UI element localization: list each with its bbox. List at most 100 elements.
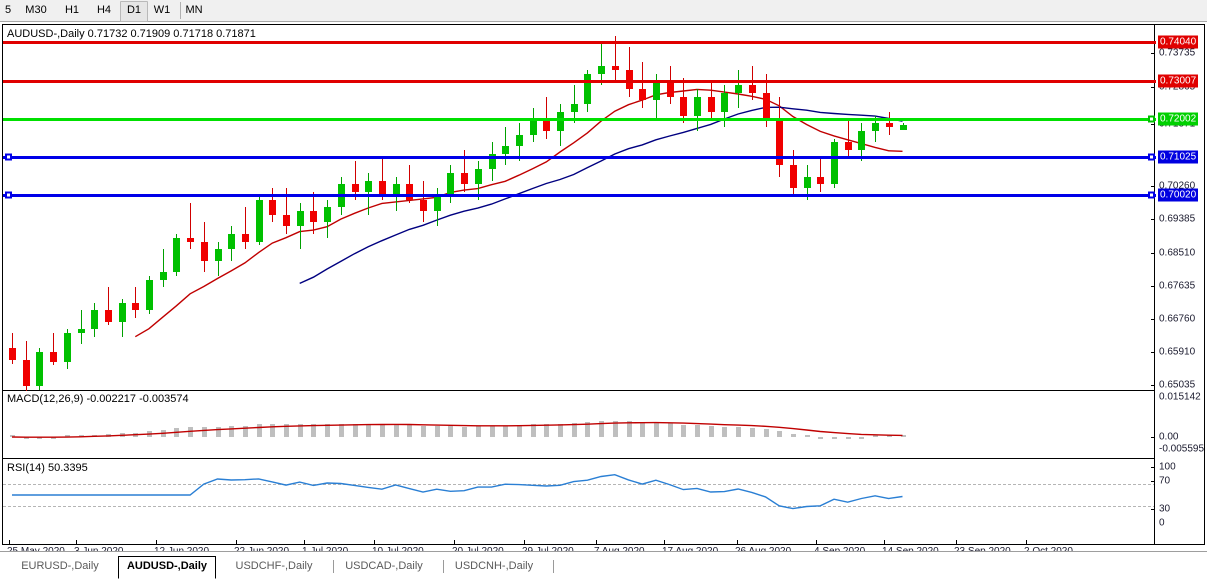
symbol-tab-usdchf[interactable]: USDCHF-,Daily [235, 560, 313, 572]
date-tick-mark [737, 540, 738, 545]
timeframe-button-5[interactable]: 5 [4, 4, 12, 16]
candle-body [735, 85, 743, 93]
date-tick-mark [9, 540, 10, 545]
candle-body [817, 176, 825, 185]
price-tick-mark [1151, 319, 1155, 321]
macd-bar [612, 421, 618, 437]
candle-body [50, 352, 58, 362]
tab-separator [333, 560, 334, 573]
price-level-badge-0.73007[interactable]: 0.73007 [1158, 74, 1199, 88]
macd-bar [790, 433, 796, 437]
date-tick-mark [524, 540, 525, 545]
timeframe-button-h4[interactable]: H4 [96, 4, 112, 16]
candle-body [63, 333, 71, 362]
macd-bar [311, 424, 317, 437]
timeframe-button-mn[interactable]: MN [185, 4, 203, 16]
date-tick-mark [884, 540, 885, 545]
horizontal-level-line-0.71025[interactable] [3, 155, 1156, 159]
rsi-tick-label: 100 [1159, 461, 1176, 473]
macd-bar [708, 426, 714, 437]
macd-bar [818, 437, 824, 439]
price-tick-mark [1151, 219, 1155, 221]
horizontal-level-line-0.74040[interactable] [3, 40, 1156, 44]
candle-body [91, 310, 99, 330]
rsi-panel[interactable]: RSI(14) 50.3395 [3, 460, 1156, 544]
candle-body [132, 302, 140, 311]
level-drag-handle[interactable] [5, 191, 12, 199]
candle-wick [81, 310, 82, 345]
candle-body [392, 184, 400, 196]
price-level-badge-0.70020[interactable]: 0.70020 [1158, 188, 1199, 202]
price-panel[interactable]: AUDUSD-,Daily 0.71732 0.71909 0.71718 0.… [3, 25, 1156, 395]
symbol-tab-usdcnh[interactable]: USDCNH-,Daily [454, 560, 534, 572]
macd-bar [571, 423, 577, 437]
price-panel-label: AUDUSD-,Daily 0.71732 0.71909 0.71718 0.… [7, 28, 256, 40]
macd-bar [242, 425, 248, 437]
price-level-badge-0.71025[interactable]: 0.71025 [1158, 150, 1199, 164]
candle-body [652, 81, 660, 101]
date-tick-mark [454, 540, 455, 545]
timeframe-button-m30[interactable]: M30 [25, 4, 47, 16]
rsi-tick-label: 30 [1159, 503, 1171, 515]
timeframe-button-d1[interactable]: D1 [120, 1, 148, 22]
chart-area[interactable]: AUDUSD-,Daily 0.71732 0.71909 0.71718 0.… [2, 24, 1205, 545]
candle-body [365, 180, 373, 192]
price-tick-mark [1151, 285, 1155, 287]
macd-bar [393, 424, 399, 437]
candle-body [255, 199, 263, 242]
candle-body [543, 119, 551, 131]
symbol-tab-eurusd[interactable]: EURUSD-,Daily [21, 560, 99, 572]
candle-body [406, 184, 414, 200]
macd-signal-path [11, 421, 903, 438]
macd-bar [503, 425, 509, 437]
candle-body [515, 134, 523, 147]
horizontal-level-line-0.72002[interactable] [3, 118, 1156, 122]
price-level-badge-0.72002[interactable]: 0.72002 [1158, 112, 1199, 126]
level-drag-handle[interactable] [5, 153, 12, 161]
macd-tick-label: 0.015142 [1159, 391, 1201, 403]
candle-wick [300, 203, 301, 250]
toolbar-separator [180, 2, 181, 19]
candle-wick [642, 62, 643, 109]
level-drag-handle[interactable] [1148, 115, 1155, 123]
macd-bar [886, 435, 892, 437]
timeframe-button-h1[interactable]: H1 [64, 4, 80, 16]
candle-wick [355, 161, 356, 200]
price-tick-label: 0.68510 [1159, 247, 1196, 259]
macd-bar [188, 427, 194, 437]
candle-body [885, 123, 893, 128]
macd-bar [434, 426, 440, 437]
candle-body [420, 199, 427, 212]
price-level-badge-0.74040[interactable]: 0.74040 [1158, 35, 1199, 49]
price-tick-mark [1151, 252, 1155, 254]
macd-bar [667, 423, 673, 437]
price-scale-axis[interactable]: 0.737350.728650.718710.702600.693850.685… [1151, 25, 1204, 544]
date-tick-mark [816, 540, 817, 545]
macd-bar [229, 425, 235, 437]
candle-body [694, 96, 701, 116]
candle-wick [163, 249, 164, 288]
symbol-tab-bar[interactable]: EURUSD-,Daily AUDUSD-,Daily USDCHF-,Daily U… [0, 551, 1207, 580]
macd-bar [475, 426, 481, 437]
price-tick-mark [1151, 86, 1155, 88]
macd-bar [763, 428, 769, 437]
candle-body [762, 92, 770, 120]
rsi-level-30 [3, 506, 1156, 508]
rsi-level-70 [3, 483, 1156, 485]
candle-body [529, 119, 537, 135]
rsi-tick-label: 70 [1159, 475, 1171, 487]
timeframe-button-w1[interactable]: W1 [153, 4, 171, 16]
price-tick-label: 0.65910 [1159, 346, 1196, 358]
symbol-tab-audusd[interactable]: AUDUSD-,Daily [118, 556, 216, 579]
symbol-tab-usdcad[interactable]: USDCAD-,Daily [345, 560, 423, 572]
macd-panel[interactable]: MACD(12,26,9) -0.002217 -0.003574 [3, 391, 1156, 459]
horizontal-level-line-0.73007[interactable] [3, 80, 1156, 84]
candle-body [296, 211, 304, 227]
horizontal-level-line-0.70020[interactable] [3, 194, 1156, 198]
level-drag-handle[interactable] [1148, 153, 1155, 161]
price-tick-mark [1151, 53, 1155, 55]
date-tick-mark [304, 540, 305, 545]
macd-bar [530, 424, 536, 437]
level-drag-handle[interactable] [1148, 191, 1155, 199]
macd-tick-mark [1151, 437, 1155, 438]
